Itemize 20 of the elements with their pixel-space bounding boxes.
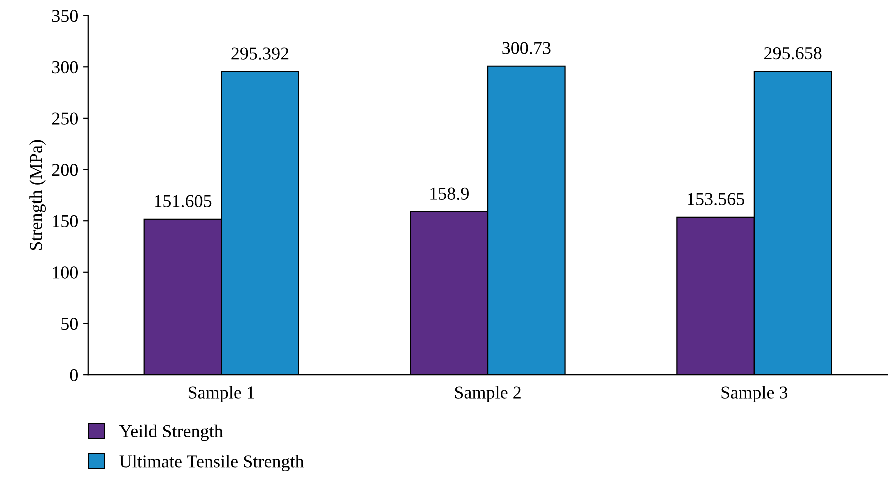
data-label: 151.605 — [155, 195, 212, 208]
data-label: 295.392 — [232, 48, 289, 60]
y-tick-label: 350 — [52, 10, 78, 22]
x-tick-label: Sample 1 — [188, 386, 254, 403]
y-tick-label: 300 — [52, 61, 78, 74]
y-axis-title: Strength (MPa) — [30, 140, 46, 250]
y-tick-label: 100 — [53, 266, 78, 279]
data-label: 153.565 — [688, 193, 744, 206]
legend-label: Ultimate Tensile Strength — [120, 455, 304, 472]
x-tick-label: Sample 3 — [722, 386, 788, 403]
x-tick-label: Sample 2 — [455, 386, 521, 403]
y-tick-label: 200 — [52, 164, 78, 176]
data-label: 295.658 — [764, 47, 822, 60]
legend-label: Yeild Strength — [120, 424, 224, 442]
y-tick-label: 50 — [62, 318, 78, 330]
data-label: 158.9 — [430, 188, 469, 200]
y-tick-label: 250 — [52, 112, 78, 125]
y-tick-label: 0 — [70, 369, 78, 382]
data-label: 300.73 — [502, 42, 551, 54]
y-tick-label: 150 — [53, 215, 78, 228]
